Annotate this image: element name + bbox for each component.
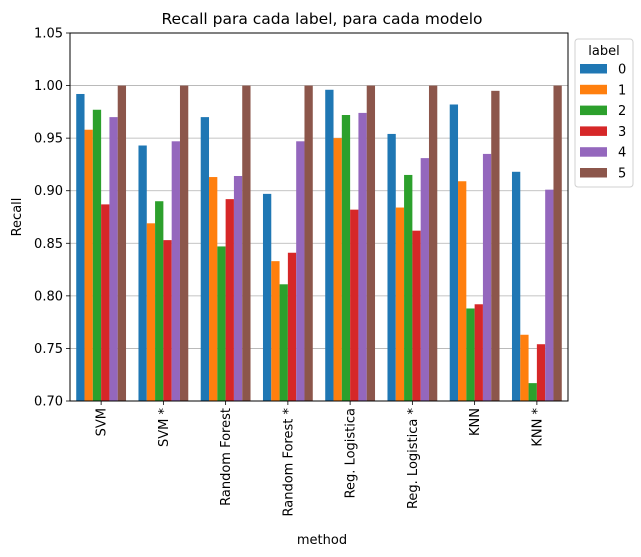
bar — [109, 117, 118, 401]
bar — [536, 344, 546, 401]
bar — [404, 174, 413, 401]
bar — [458, 181, 467, 401]
chart-title: Recall para cada label, para cada modelo — [161, 10, 482, 28]
bar — [366, 85, 376, 402]
y-tick-label: 1.00 — [34, 79, 63, 94]
y-tick-label: 0.75 — [34, 342, 63, 357]
legend-swatch — [580, 126, 607, 136]
bar — [171, 141, 180, 401]
bar — [420, 158, 429, 401]
bar — [520, 334, 529, 401]
bar — [225, 199, 234, 401]
y-tick-label: 0.85 — [34, 237, 63, 252]
bar — [217, 246, 226, 401]
bar — [163, 240, 172, 401]
bars-group — [76, 85, 562, 402]
y-tick-label: 0.90 — [34, 184, 63, 199]
legend-swatch — [580, 84, 607, 95]
plot-frame — [69, 32, 569, 402]
bar — [271, 261, 280, 401]
bar — [545, 189, 554, 401]
bar — [155, 201, 164, 401]
y-tick-label: 0.95 — [34, 132, 63, 147]
bar — [341, 115, 351, 402]
bar — [358, 112, 367, 401]
bar — [279, 284, 288, 401]
bar — [412, 230, 421, 401]
bar — [474, 304, 483, 401]
x-tick-label: Reg. Logistica — [344, 408, 359, 498]
legend-label: 3 — [618, 125, 626, 140]
legend-swatch — [580, 147, 607, 157]
bar — [449, 104, 459, 402]
bar — [76, 93, 85, 402]
legend: label 0 1 2 3 4 5 — [574, 38, 634, 188]
bar — [138, 145, 147, 401]
bar — [428, 85, 438, 402]
x-axis: SVM SVM * Random Forest Random Forest * Reg.… — [95, 401, 545, 517]
bar — [395, 207, 405, 401]
bar — [304, 85, 313, 402]
bar — [511, 171, 521, 401]
bar — [287, 252, 297, 401]
x-tick-label: KNN * — [530, 408, 545, 447]
bar — [350, 209, 359, 401]
y-axis: 0.70 0.75 0.80 0.85 0.90 0.95 1.00 1.05 — [34, 27, 70, 410]
bar — [387, 133, 396, 402]
bar — [333, 138, 342, 401]
legend-label: 2 — [618, 104, 626, 119]
x-tick-label: SVM — [95, 408, 110, 436]
x-tick-label: Reg. Logistica * — [406, 408, 421, 510]
y-tick-label: 1.05 — [34, 27, 63, 42]
bar — [296, 141, 305, 401]
bar — [242, 85, 251, 402]
bar — [233, 175, 243, 401]
x-tick-label: Random Forest — [219, 408, 234, 506]
bar — [466, 308, 475, 401]
y-axis-title: Recall — [10, 198, 25, 237]
bar — [325, 89, 334, 401]
y-tick-label: 0.80 — [34, 289, 63, 304]
bar — [491, 90, 500, 401]
x-tick-label: SVM * — [157, 408, 172, 447]
legend-swatch — [580, 168, 607, 178]
x-axis-title: method — [297, 533, 347, 548]
bar — [553, 85, 562, 402]
bar — [117, 85, 127, 402]
bar — [146, 223, 156, 401]
bar — [528, 383, 537, 401]
x-tick-label: Random Forest * — [281, 408, 296, 517]
legend-title: label — [588, 44, 619, 59]
x-tick-label: KNN — [468, 408, 483, 436]
legend-swatch — [580, 64, 607, 74]
bar — [262, 193, 272, 401]
y-tick-label: 0.70 — [34, 395, 63, 410]
legend-label: 5 — [618, 167, 626, 182]
legend-swatch — [580, 105, 607, 116]
bar — [92, 109, 102, 402]
bar — [209, 177, 218, 401]
legend-label: 4 — [618, 146, 626, 161]
legend-label: 0 — [618, 63, 626, 78]
legend-label: 1 — [618, 83, 626, 98]
bar — [84, 129, 93, 401]
bar — [101, 204, 110, 401]
bar — [200, 117, 210, 401]
bar — [482, 153, 492, 401]
bar — [179, 85, 189, 402]
